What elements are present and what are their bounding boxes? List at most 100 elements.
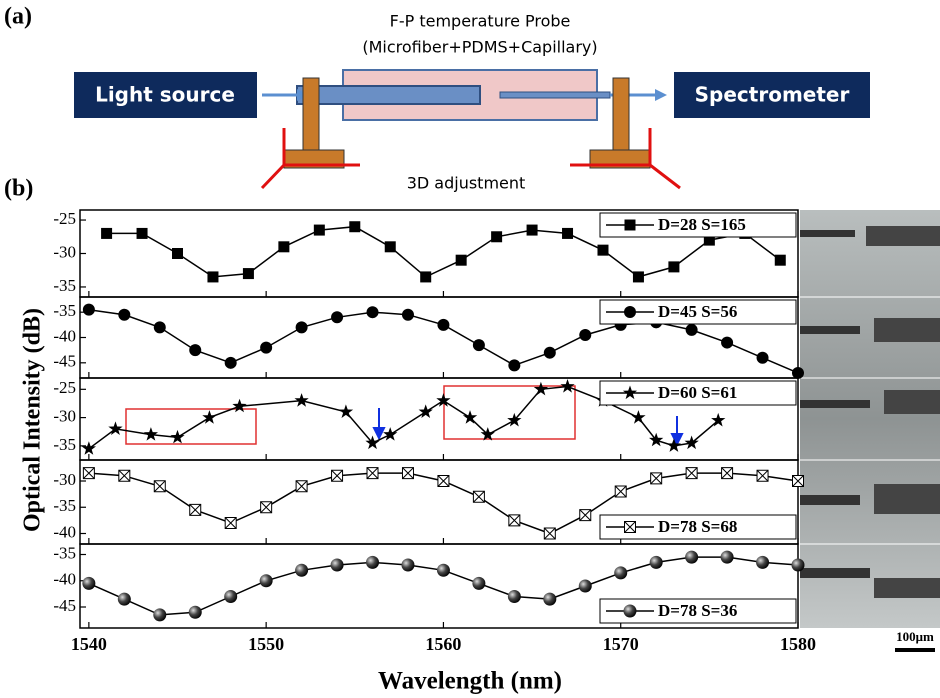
marker-shape: [366, 555, 380, 569]
marker-shape: [260, 501, 273, 514]
marker-shape: [295, 321, 308, 334]
marker: [117, 592, 131, 606]
x-axis-title: Wavelength (nm): [378, 668, 562, 695]
marker-shape: [543, 346, 556, 359]
marker-shape: [189, 344, 202, 357]
marker: [260, 501, 273, 514]
marker-shape: [242, 268, 254, 280]
marker: [632, 271, 644, 283]
x-tick-label: 1570: [603, 634, 639, 654]
marker-shape: [614, 566, 628, 580]
marker: [668, 261, 680, 273]
marker: [189, 503, 202, 516]
marker: [331, 469, 344, 482]
marker-shape: [632, 271, 644, 283]
y-tick-label: -35: [53, 301, 76, 320]
marker-shape: [349, 221, 361, 233]
marker-shape: [703, 234, 715, 246]
marker-shape: [366, 306, 379, 319]
marker: [666, 438, 681, 452]
legend-label: D=78 S=36: [658, 601, 737, 620]
marker-shape: [562, 227, 574, 239]
marker: [649, 432, 664, 447]
marker: [491, 231, 503, 243]
marker: [202, 410, 217, 424]
marker: [480, 427, 495, 441]
marker-shape: [622, 385, 638, 400]
marker-shape: [189, 504, 202, 516]
marker: [294, 393, 309, 407]
marker-shape: [579, 509, 592, 521]
marker-shape: [224, 590, 238, 603]
marker-shape: [472, 576, 486, 590]
marker-shape: [650, 472, 663, 485]
marker: [401, 308, 414, 321]
marker: [543, 592, 557, 606]
marker-shape: [543, 527, 556, 540]
marker-shape: [623, 604, 637, 618]
marker: [189, 344, 202, 357]
marker: [295, 480, 308, 493]
y-tick-label: -40: [53, 326, 76, 345]
y-tick-label: -30: [53, 242, 76, 261]
marker: [170, 429, 185, 444]
marker: [420, 271, 432, 283]
marker-shape: [330, 558, 344, 572]
y-tick-label: -35: [53, 276, 76, 295]
marker-shape: [437, 475, 450, 487]
marker: [721, 336, 734, 349]
legend-marker: [624, 521, 636, 533]
scale-bar-label: 100μm: [896, 629, 934, 644]
marker-shape: [331, 469, 343, 482]
marker: [108, 421, 123, 435]
marker-shape: [384, 241, 396, 253]
marker: [101, 227, 113, 239]
detector-box: [674, 72, 870, 118]
y-tick-label: -25: [53, 378, 76, 397]
marker-shape: [224, 356, 237, 369]
light-arrow: [655, 89, 667, 101]
marker-shape: [792, 475, 804, 487]
marker-shape: [338, 404, 354, 418]
x-tick-label: 1580: [780, 634, 816, 654]
marker: [791, 558, 805, 572]
marker: [153, 321, 166, 334]
marker: [437, 475, 450, 487]
marker-shape: [224, 517, 237, 529]
marker-shape: [402, 467, 414, 479]
marker: [756, 555, 770, 569]
marker-shape: [721, 336, 734, 349]
marker: [366, 467, 379, 480]
marker-shape: [756, 351, 769, 364]
marker: [579, 328, 592, 341]
marker-shape: [507, 590, 521, 603]
micrographs: [800, 210, 940, 628]
marker: [533, 381, 549, 396]
marker: [774, 254, 786, 266]
legend-marker: [624, 306, 636, 318]
marker: [418, 404, 433, 418]
marker: [756, 351, 769, 364]
marker: [383, 427, 398, 441]
y-tick-label: -30: [53, 470, 76, 489]
marker-shape: [624, 521, 636, 533]
marker: [338, 404, 354, 418]
marker: [224, 356, 237, 369]
marker: [401, 558, 415, 572]
marker: [792, 475, 804, 487]
marker: [118, 308, 131, 321]
series-line: [106, 225, 781, 278]
marker-shape: [143, 427, 158, 441]
stage-post: [302, 77, 320, 153]
marker-shape: [774, 254, 786, 266]
marker: [82, 303, 95, 316]
marker-shape: [202, 410, 217, 424]
marker: [172, 248, 184, 259]
marker-shape: [117, 592, 131, 606]
marker-shape: [81, 441, 96, 455]
marker: [472, 576, 486, 590]
marker-shape: [597, 244, 609, 256]
marker: [295, 563, 309, 577]
marker: [224, 517, 237, 529]
marker: [436, 563, 450, 577]
